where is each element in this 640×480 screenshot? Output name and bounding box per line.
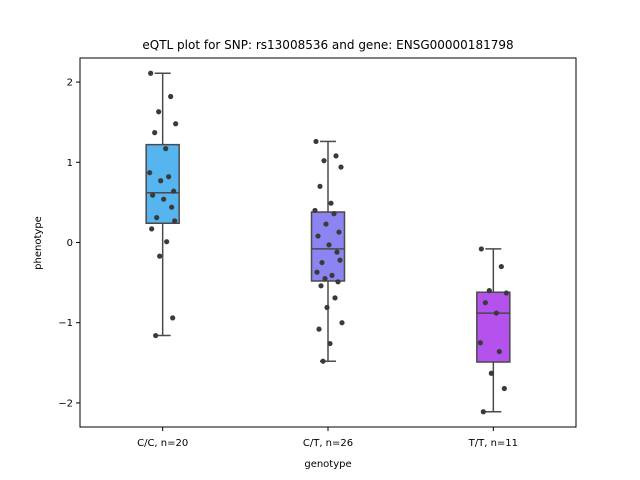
data-point (326, 242, 332, 248)
data-point (313, 138, 319, 145)
data-point (148, 70, 154, 76)
plot-area (145, 70, 511, 415)
data-point (312, 207, 318, 214)
chart-title: eQTL plot for SNP: rs13008536 and gene: … (142, 38, 513, 52)
y-tick-label: 0 (67, 238, 73, 249)
data-point (161, 196, 167, 202)
x-axis-title: genotype (304, 459, 351, 470)
data-point (147, 170, 153, 176)
data-point (334, 249, 340, 255)
data-point (336, 229, 342, 235)
data-point (149, 226, 155, 232)
y-tick-label: 1 (67, 158, 73, 169)
data-point (319, 259, 325, 266)
data-point (168, 93, 174, 100)
data-point (164, 239, 170, 245)
data-point (498, 263, 504, 270)
y-tick-label: −2 (58, 398, 73, 409)
y-tick-label: 2 (67, 78, 73, 89)
box (145, 143, 180, 224)
x-tick-label: C/C, n=20 (137, 438, 188, 449)
data-point (324, 304, 330, 311)
data-point (154, 215, 160, 221)
data-point (321, 158, 327, 164)
data-point (172, 218, 178, 224)
data-point (316, 326, 322, 332)
y-tick-label: −1 (58, 318, 73, 329)
data-point (337, 257, 343, 263)
data-point (153, 332, 159, 339)
data-point (493, 310, 499, 316)
x-axis: C/C, n=20 C/T, n=26 T/T, n=11 (137, 427, 518, 449)
data-point (477, 340, 483, 346)
data-point (322, 275, 328, 282)
data-point (169, 204, 175, 210)
data-point (327, 340, 333, 347)
data-point (488, 370, 494, 376)
data-point (320, 358, 326, 364)
data-point (314, 269, 320, 275)
data-point (332, 295, 338, 301)
data-point (156, 109, 162, 115)
data-point (315, 233, 321, 239)
data-point (501, 385, 507, 392)
data-point (150, 192, 156, 198)
data-point (496, 348, 502, 355)
data-point (339, 320, 345, 326)
data-point (157, 253, 163, 259)
data-point (333, 153, 339, 159)
data-point (170, 315, 176, 321)
data-point (328, 200, 334, 206)
data-point (318, 283, 324, 289)
data-point (482, 300, 488, 306)
data-point (478, 246, 484, 252)
data-point (331, 211, 337, 217)
data-point (171, 188, 177, 194)
y-axis-title: phenotype (33, 216, 44, 270)
data-point (335, 279, 341, 285)
x-tick-label: C/T, n=26 (303, 438, 353, 449)
data-point (317, 183, 323, 189)
data-point (480, 409, 486, 415)
data-point (329, 272, 335, 278)
data-point (323, 221, 329, 227)
data-point (166, 174, 172, 180)
data-point (338, 164, 344, 170)
box (476, 291, 511, 363)
data-point (486, 288, 492, 294)
data-point (152, 130, 158, 136)
y-axis: 2 1 0 −1 −2 (58, 78, 80, 409)
data-point (163, 146, 169, 152)
data-point (503, 290, 509, 296)
data-point (158, 178, 164, 184)
data-point (173, 121, 179, 127)
x-tick-label: T/T, n=11 (468, 438, 518, 449)
